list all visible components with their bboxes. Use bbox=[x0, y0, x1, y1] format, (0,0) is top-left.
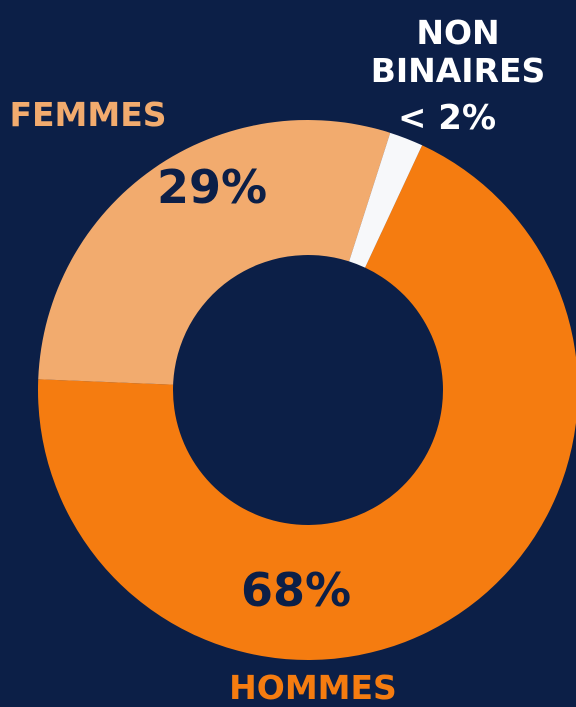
value-label: 29% bbox=[156, 160, 268, 214]
value-label: < 2% bbox=[397, 98, 497, 138]
donut-slice bbox=[38, 145, 576, 660]
donut-slice bbox=[349, 132, 423, 268]
donut-slice bbox=[38, 119, 391, 385]
category-label: FEMMES bbox=[9, 95, 167, 134]
value-label: 68% bbox=[240, 563, 352, 617]
category-label: HOMMES bbox=[229, 668, 397, 707]
category-label: NON BINAIRES bbox=[370, 13, 546, 90]
